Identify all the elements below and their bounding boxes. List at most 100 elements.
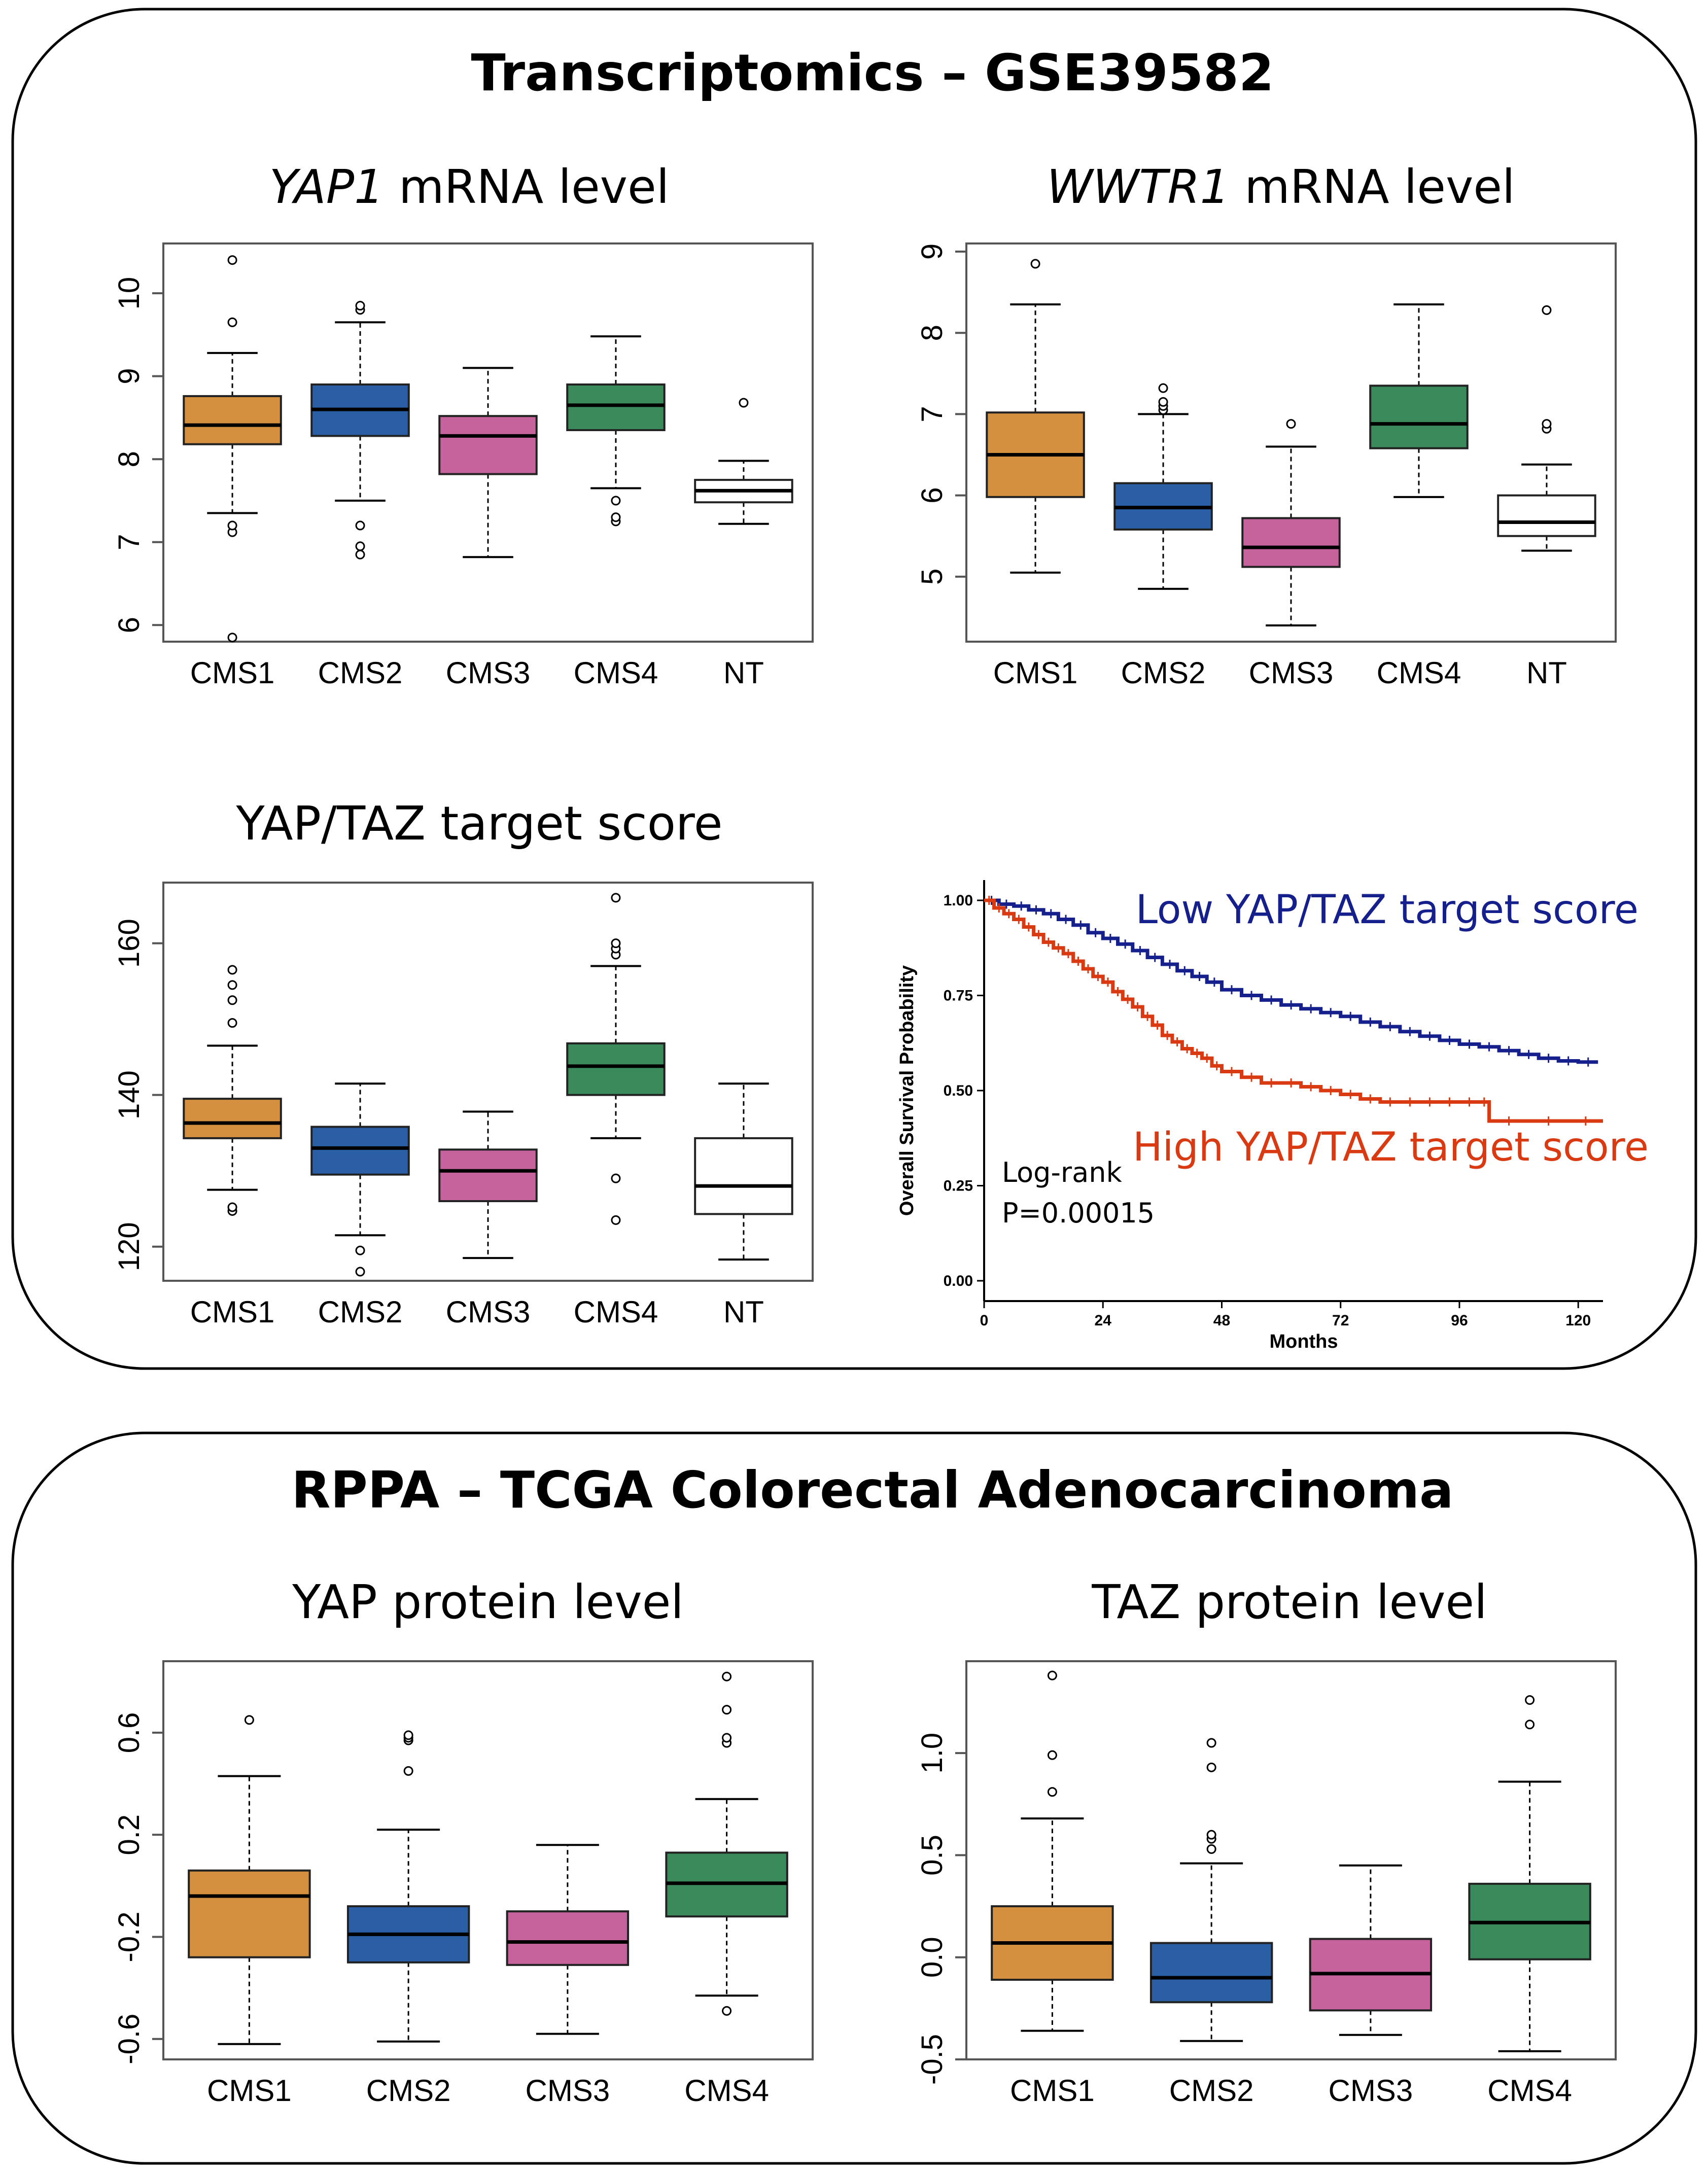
outlier-point	[739, 398, 749, 408]
outlier-point	[1542, 419, 1552, 429]
box-cms3	[506, 1844, 630, 2035]
iqr-box	[506, 1910, 630, 1966]
iqr-box	[1497, 494, 1596, 537]
outlier-point	[1542, 305, 1552, 315]
chart-title-italic: WWTR1	[1047, 160, 1230, 214]
y-tick-label: 8	[113, 451, 146, 467]
outlier-point	[227, 995, 237, 1005]
iqr-box	[694, 1137, 793, 1215]
x-tick-label: NT	[723, 656, 764, 690]
x-tick-label: 72	[1332, 1312, 1349, 1329]
y-tick-label: -0.5	[916, 2034, 949, 2085]
y-tick-label: 8	[916, 325, 949, 341]
box-cms1	[183, 255, 282, 643]
x-tick-label: 24	[1095, 1312, 1112, 1329]
outlier-point	[1158, 383, 1168, 393]
x-tick-label: CMS1	[190, 656, 275, 690]
box-cms3	[438, 367, 538, 558]
outlier-point	[355, 1245, 365, 1255]
y-tick-label: 0.25	[944, 1178, 973, 1195]
y-tick-label: 0.6	[113, 1712, 146, 1754]
outlier-point	[611, 893, 621, 903]
outlier-point	[1525, 1720, 1535, 1730]
outlier-point	[1206, 1762, 1216, 1772]
iqr-box	[438, 415, 538, 475]
outlier-point	[1047, 1787, 1057, 1797]
y-tick-label: 9	[916, 243, 949, 260]
pvalue-label: P=0.00015	[1002, 1197, 1155, 1229]
iqr-box	[438, 1148, 538, 1202]
x-tick-label: CMS3	[446, 1295, 531, 1329]
yap1-mrna-boxplot: YAP1 mRNA level 6 7 8 9 10 CMS1 CMS2 CMS3 CMS4 NT	[113, 160, 814, 690]
box-nt	[1497, 305, 1596, 552]
box-cms4	[566, 335, 666, 527]
outlier-point	[611, 512, 621, 522]
outlier-point	[722, 2006, 732, 2016]
box-cms4	[566, 893, 666, 1225]
outlier-point	[1286, 419, 1296, 429]
outlier-point	[227, 965, 237, 975]
outlier-point	[355, 541, 365, 551]
x-tick-label: 0	[980, 1312, 989, 1329]
rppa-panel-title: RPPA – TCGA Colorectal Adenocarcinoma	[291, 1460, 1453, 1520]
y-tick-label: 7	[113, 534, 146, 550]
x-tick-label: CMS2	[1169, 2074, 1254, 2108]
x-tick-label: CMS2	[318, 656, 403, 690]
y-tick-label: 120	[113, 1222, 146, 1271]
box-cms4	[1369, 303, 1469, 498]
wwtr1-mrna-boxplot: WWTR1 mRNA level 5 6 7 8 9 CMS1 CMS2 CMS3 CMS4 NT	[916, 160, 1617, 690]
iqr-box	[188, 1869, 311, 1958]
outlier-point	[403, 1766, 413, 1776]
outlier-point	[355, 549, 365, 559]
x-tick-label: CMS4	[574, 656, 658, 690]
box-nt	[694, 1082, 793, 1261]
outlier-point	[355, 520, 365, 531]
iqr-box	[566, 383, 666, 431]
box-cms2	[346, 1730, 470, 2043]
logrank-label: Log-rank	[1002, 1157, 1122, 1188]
legend-high-score: High YAP/TAZ target score	[1133, 1125, 1649, 1170]
y-tick-label: 5	[916, 569, 949, 585]
outlier-point	[227, 1202, 237, 1212]
x-tick-label: CMS2	[366, 2074, 451, 2108]
y-tick-label: -0.2	[113, 1911, 146, 1962]
y-tick-label: -0.6	[113, 2014, 146, 2064]
plot-frame	[965, 242, 1617, 643]
outlier-point	[227, 633, 237, 643]
x-tick-label: 48	[1213, 1312, 1230, 1329]
chart-title-text: mRNA level	[1230, 160, 1515, 214]
box-cms1	[183, 965, 282, 1216]
x-tick-label: CMS1	[1010, 2074, 1095, 2108]
transcriptomics-panel-title: Transcriptomics – GSE39582	[471, 43, 1274, 102]
x-tick-label: CMS3	[446, 656, 531, 690]
y-tick-label: 160	[113, 919, 146, 968]
x-tick-label: CMS1	[207, 2074, 292, 2108]
outlier-point	[227, 520, 237, 531]
outlier-point	[611, 938, 621, 949]
iqr-box	[1149, 1942, 1273, 2004]
iqr-box	[1241, 517, 1341, 568]
y-tick-label: 1.00	[944, 892, 973, 909]
outlier-point	[355, 1267, 365, 1277]
y-tick-label: 7	[916, 406, 949, 422]
outlier-point	[1030, 259, 1040, 269]
outlier-point	[1525, 1695, 1535, 1705]
y-tick-label: 140	[113, 1070, 146, 1119]
outlier-point	[355, 301, 365, 311]
box-cms2	[1149, 1738, 1273, 2042]
x-tick-label: 120	[1565, 1312, 1591, 1329]
y-tick-label: 6	[113, 617, 146, 633]
outlier-point	[722, 1671, 732, 1681]
outlier-point	[611, 496, 621, 506]
legend-low-score: Low YAP/TAZ target score	[1136, 887, 1639, 933]
y-tick-label: 6	[916, 487, 949, 503]
outlier-point	[227, 980, 237, 990]
iqr-box	[183, 395, 282, 445]
high-score-curve	[984, 898, 1603, 1123]
outlier-point	[1206, 1738, 1216, 1748]
outlier-point	[227, 255, 237, 265]
box-cms3	[1309, 1864, 1433, 2036]
x-tick-label: CMS1	[190, 1295, 275, 1329]
outlier-point	[403, 1730, 413, 1740]
x-tick-label: CMS1	[993, 656, 1078, 690]
